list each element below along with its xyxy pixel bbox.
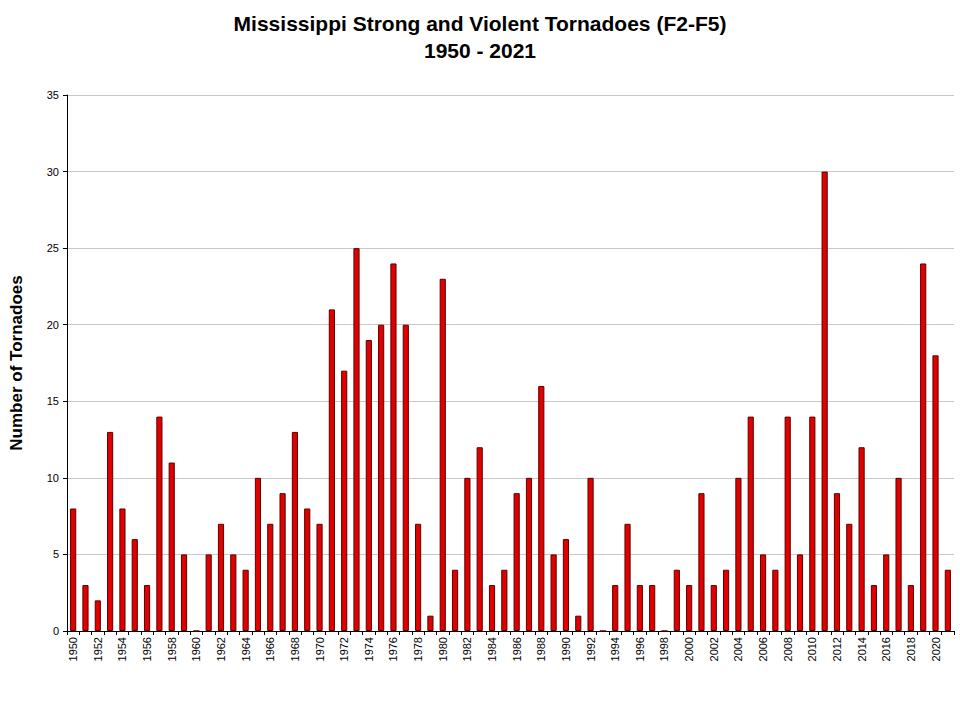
svg-text:2002: 2002: [708, 637, 720, 661]
svg-text:2012: 2012: [831, 637, 843, 661]
svg-text:1952: 1952: [92, 637, 104, 661]
svg-text:1988: 1988: [535, 637, 547, 661]
svg-text:1976: 1976: [387, 637, 399, 661]
svg-text:1974: 1974: [363, 637, 375, 661]
svg-text:1978: 1978: [412, 637, 424, 661]
svg-text:1968: 1968: [289, 637, 301, 661]
svg-text:1986: 1986: [511, 637, 523, 661]
svg-text:2020: 2020: [930, 637, 942, 661]
svg-text:1960: 1960: [190, 637, 202, 661]
svg-text:2016: 2016: [880, 637, 892, 661]
svg-text:1950 - 2021: 1950 - 2021: [424, 39, 536, 62]
svg-text:1950: 1950: [67, 637, 79, 661]
svg-text:2004: 2004: [732, 637, 744, 661]
svg-text:1966: 1966: [264, 637, 276, 661]
svg-text:Number of Tornadoes: Number of Tornadoes: [7, 275, 26, 450]
svg-text:1962: 1962: [215, 637, 227, 661]
svg-text:1998: 1998: [658, 637, 670, 661]
svg-text:1958: 1958: [166, 637, 178, 661]
svg-text:1982: 1982: [461, 637, 473, 661]
svg-text:2006: 2006: [757, 637, 769, 661]
svg-text:1956: 1956: [141, 637, 153, 661]
svg-text:10: 10: [47, 472, 59, 484]
svg-text:1954: 1954: [116, 637, 128, 661]
svg-text:1984: 1984: [486, 637, 498, 661]
svg-text:1994: 1994: [609, 637, 621, 661]
svg-text:20: 20: [47, 319, 59, 331]
svg-text:2014: 2014: [856, 637, 868, 661]
svg-text:30: 30: [47, 166, 59, 178]
svg-text:1972: 1972: [338, 637, 350, 661]
svg-text:5: 5: [53, 548, 59, 560]
svg-text:15: 15: [47, 395, 59, 407]
svg-text:1996: 1996: [634, 637, 646, 661]
svg-text:35: 35: [47, 89, 59, 101]
svg-text:2018: 2018: [905, 637, 917, 661]
svg-text:Mississippi Strong and Violent: Mississippi Strong and Violent Tornadoes…: [234, 12, 727, 35]
svg-text:1992: 1992: [585, 637, 597, 661]
svg-text:1964: 1964: [240, 637, 252, 661]
svg-text:2008: 2008: [782, 637, 794, 661]
svg-text:2000: 2000: [683, 637, 695, 661]
svg-text:1970: 1970: [314, 637, 326, 661]
svg-text:0: 0: [53, 625, 59, 637]
svg-text:2010: 2010: [806, 637, 818, 661]
svg-text:1990: 1990: [560, 637, 572, 661]
svg-text:25: 25: [47, 242, 59, 254]
svg-text:1980: 1980: [437, 637, 449, 661]
